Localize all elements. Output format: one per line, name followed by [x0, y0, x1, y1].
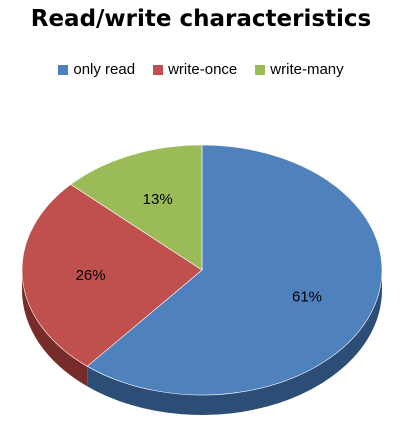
legend-swatch-write-once: [153, 64, 164, 75]
legend-item-write-many: write-many: [255, 61, 344, 78]
pie-slice-write-many: [70, 144, 203, 271]
legend-label-write-many: write-many: [270, 61, 344, 78]
data-label-write-many: 13%: [143, 191, 173, 208]
legend-item-only-read: only read: [58, 61, 135, 78]
legend-swatch-write-many: [255, 64, 266, 75]
data-label-only-read: 61%: [292, 288, 322, 305]
pie-slice-write-once: [21, 184, 203, 367]
legend-label-write-once: write-once: [168, 61, 238, 78]
pie-side-only-read: [87, 270, 383, 416]
legend: only read write-once write-many: [0, 61, 402, 78]
pie-side-write-once: [22, 270, 88, 387]
chart-title: Read/write characteristics: [30, 6, 372, 32]
pie-side-walls: [22, 270, 383, 416]
data-label-write-once: 26%: [76, 267, 106, 284]
legend-item-write-once: write-once: [153, 61, 237, 78]
pie-slice-only-read: [86, 144, 383, 396]
legend-swatch-only-read: [58, 64, 69, 75]
legend-label-only-read: only read: [73, 61, 136, 78]
